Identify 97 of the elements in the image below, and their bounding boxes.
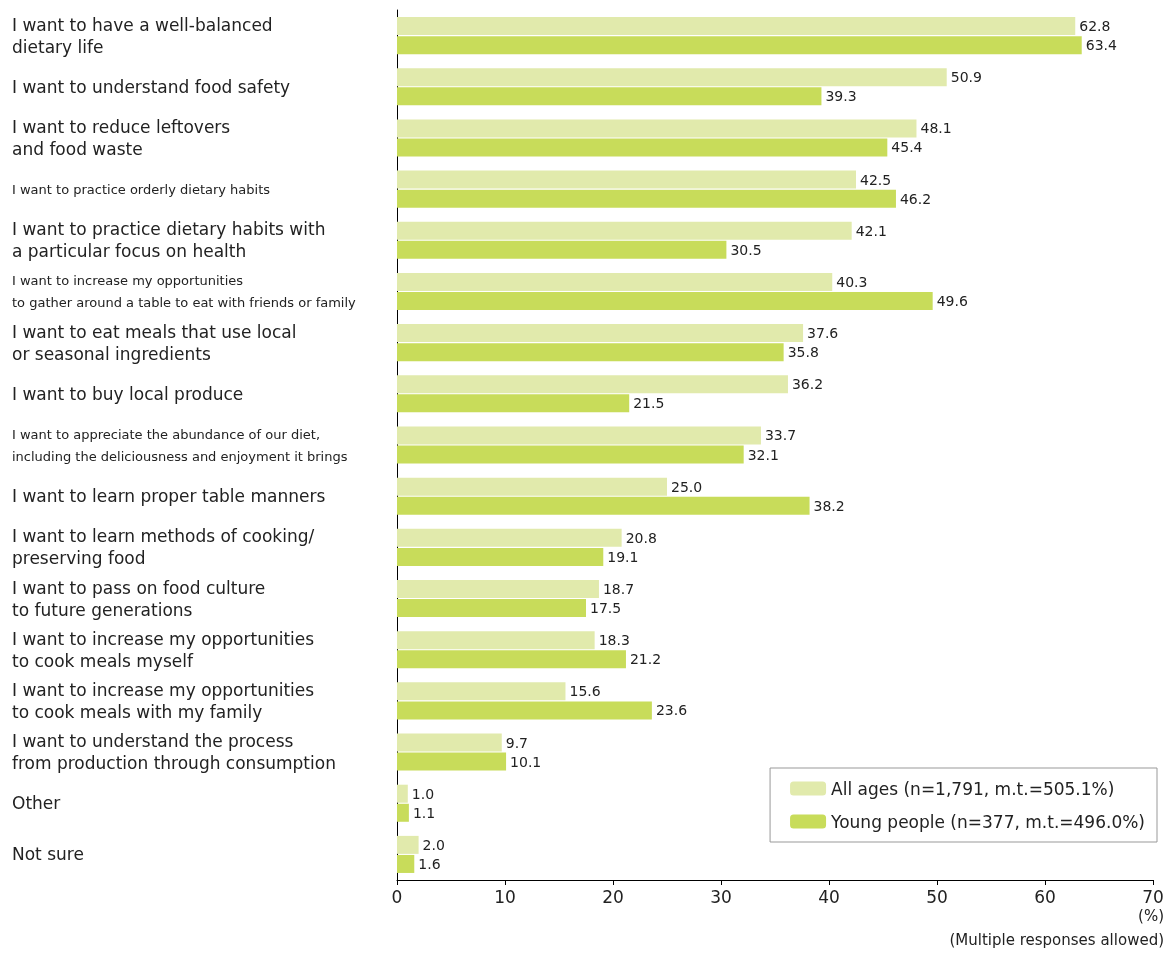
y-tick-label: I want to practice dietary habits with a particular focus on health xyxy=(12,219,326,262)
data-label: 21.5 xyxy=(633,395,665,412)
bar xyxy=(397,835,419,854)
bar xyxy=(397,394,630,413)
legend-label: Young people (n=377, m.t.=496.0%) xyxy=(830,811,1145,832)
bar xyxy=(397,17,1076,36)
data-label: 42.5 xyxy=(860,171,892,188)
y-tick-label: Other xyxy=(12,793,61,814)
data-label: 39.3 xyxy=(825,88,857,105)
x-tick-label: 70 xyxy=(1142,886,1164,907)
y-tick-label: I want to have a well-balanced dietary life xyxy=(12,14,273,57)
x-tick-label: 50 xyxy=(926,886,948,907)
x-axis-title: (%) xyxy=(1138,906,1165,925)
bar xyxy=(397,426,761,445)
bar xyxy=(397,36,1082,55)
bar xyxy=(397,784,408,803)
bar xyxy=(397,682,566,701)
bar xyxy=(397,496,810,515)
y-tick-label: I want to buy local produce xyxy=(12,383,244,404)
bar xyxy=(397,189,896,208)
y-tick-label: I want to increase my opportunities to gather around a table to eat with friends or family xyxy=(12,272,357,310)
y-tick-label: I want to learn methods of cooking/ preserving food xyxy=(12,526,315,569)
data-label: 36.2 xyxy=(791,376,824,393)
data-label: 2.0 xyxy=(422,836,445,853)
data-label: 1.6 xyxy=(418,855,441,872)
y-tick-label: I want to learn proper table manners xyxy=(12,486,326,507)
data-label: 32.1 xyxy=(747,446,779,463)
data-label: 48.1 xyxy=(920,120,952,137)
data-label: 21.2 xyxy=(629,651,662,668)
x-tick-label: 60 xyxy=(1034,886,1056,907)
bar xyxy=(397,272,833,291)
bar xyxy=(397,477,667,496)
data-label: 46.2 xyxy=(899,190,932,207)
x-tick-label: 20 xyxy=(602,886,624,907)
y-tick-label: I want to reduce leftovers and food waste xyxy=(12,116,231,159)
bar xyxy=(397,854,415,873)
bar xyxy=(397,170,856,189)
data-label: 62.8 xyxy=(1079,18,1111,35)
data-label: 15.6 xyxy=(569,683,601,700)
text: (Multiple responses allowed) xyxy=(949,930,1165,949)
bar xyxy=(397,138,888,157)
bar xyxy=(397,547,604,566)
data-label: 42.1 xyxy=(855,222,887,239)
x-tick-label: 10 xyxy=(494,886,516,907)
y-tick-label: I want to understand food safety xyxy=(12,76,291,97)
data-label: 63.4 xyxy=(1085,37,1117,54)
data-label: 38.2 xyxy=(813,497,845,514)
bar xyxy=(397,324,804,343)
data-label: 1.0 xyxy=(411,785,435,802)
bar xyxy=(397,87,822,106)
y-tick-label: I want to increase my opportunities to cook meals with my family xyxy=(12,679,315,722)
x-tick-label: 0 xyxy=(391,886,403,907)
bar xyxy=(397,579,599,598)
data-label: 10.1 xyxy=(510,753,542,770)
data-label: 49.6 xyxy=(936,293,968,310)
bar xyxy=(397,221,852,240)
y-tick-label: I want to understand the process from production through consumption xyxy=(12,731,336,774)
bar xyxy=(397,375,788,394)
bar xyxy=(397,119,917,138)
data-label: 30.5 xyxy=(730,241,762,258)
data-label: 35.8 xyxy=(787,344,819,361)
y-tick-label: I want to increase my opportunities to cook meals myself xyxy=(12,628,315,671)
legend-label: All ages (n=1,791, m.t.=505.1%) xyxy=(831,778,1115,799)
x-tick-label: 40 xyxy=(818,886,840,907)
data-label: 1.1 xyxy=(412,804,436,821)
data-label: 17.5 xyxy=(590,600,622,617)
data-label: 50.9 xyxy=(950,69,982,86)
data-label: 19.1 xyxy=(607,548,639,565)
data-label: 9.7 xyxy=(505,734,529,751)
y-tick-label: Not sure xyxy=(12,844,84,865)
data-label: 45.4 xyxy=(891,139,923,156)
data-label: 23.6 xyxy=(655,702,688,719)
y-tick-label: I want to eat meals that use local or seasonal ingredients xyxy=(12,321,297,364)
bar xyxy=(397,701,652,720)
bar xyxy=(397,631,595,650)
data-label: 25.0 xyxy=(671,478,703,495)
data-label: 18.7 xyxy=(602,580,635,597)
bar xyxy=(397,240,727,259)
data-label: 20.8 xyxy=(625,529,657,546)
data-label: 40.3 xyxy=(836,273,868,290)
y-tick-label: I want to appreciate the abundance of our diet, including the deliciousness and enjoyment it brings xyxy=(12,426,348,464)
y-tick-label: I want to practice orderly dietary habits xyxy=(12,181,271,197)
data-label: 37.6 xyxy=(807,325,839,342)
x-tick-label: 30 xyxy=(710,886,732,907)
data-label: 33.7 xyxy=(764,427,797,444)
bar xyxy=(397,752,507,771)
bar xyxy=(397,650,626,669)
bar xyxy=(397,528,622,547)
bar xyxy=(397,343,784,362)
bar xyxy=(397,292,933,311)
bar xyxy=(397,733,502,752)
bar xyxy=(397,599,586,618)
bar xyxy=(397,803,409,822)
data-label: 18.3 xyxy=(598,632,630,649)
bar xyxy=(397,68,947,87)
y-tick-label: I want to pass on food culture to future generations xyxy=(12,577,266,620)
bar xyxy=(397,445,744,464)
